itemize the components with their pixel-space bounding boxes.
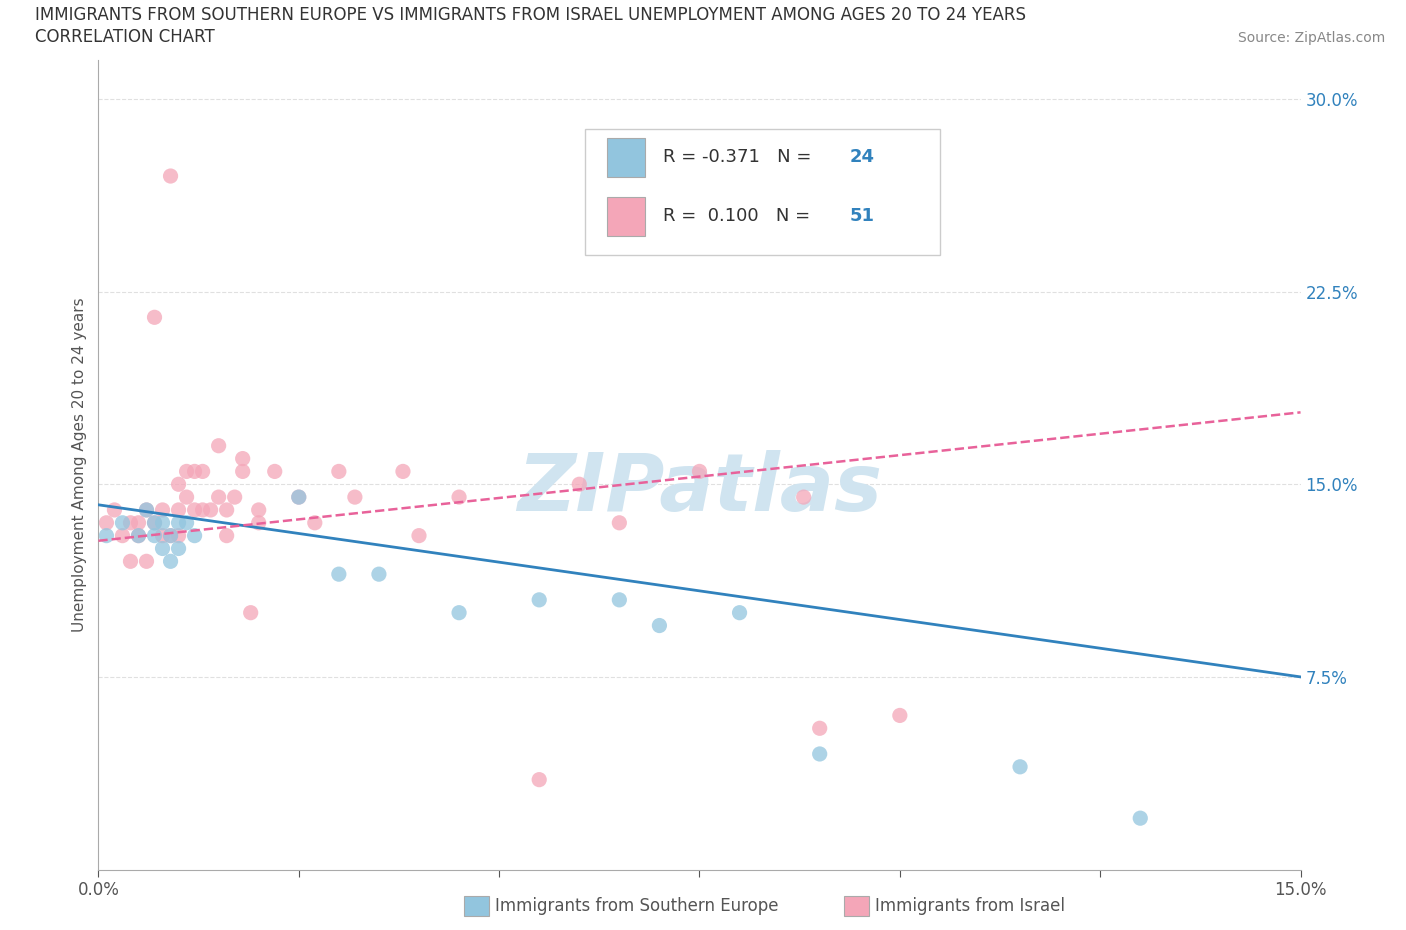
Text: Immigrants from Southern Europe: Immigrants from Southern Europe — [495, 897, 779, 915]
Point — [167, 528, 190, 543]
Point — [247, 515, 270, 530]
Point — [167, 541, 190, 556]
Point — [288, 490, 311, 505]
Point — [159, 554, 181, 569]
Point — [633, 220, 655, 235]
Point — [1010, 760, 1032, 775]
Text: CORRELATION CHART: CORRELATION CHART — [35, 28, 215, 46]
Point — [183, 502, 205, 517]
Point — [135, 502, 157, 517]
Point — [263, 464, 285, 479]
Point — [152, 541, 174, 556]
Point — [176, 464, 198, 479]
Point — [232, 464, 254, 479]
Point — [793, 490, 815, 505]
Point — [328, 464, 350, 479]
Point — [159, 168, 181, 183]
Point — [159, 528, 181, 543]
Text: Immigrants from Israel: Immigrants from Israel — [875, 897, 1064, 915]
Point — [111, 515, 134, 530]
Point — [200, 502, 222, 517]
Point — [328, 566, 350, 581]
Point — [120, 515, 142, 530]
Text: ZIPatlas: ZIPatlas — [517, 450, 882, 528]
Point — [208, 490, 231, 505]
Point — [529, 592, 551, 607]
Point — [808, 747, 831, 762]
Point — [135, 502, 157, 517]
Point — [176, 490, 198, 505]
Point — [343, 490, 366, 505]
Point — [368, 566, 391, 581]
Point — [167, 515, 190, 530]
FancyBboxPatch shape — [585, 129, 939, 255]
Point — [529, 772, 551, 787]
Point — [143, 310, 166, 325]
Point — [568, 477, 591, 492]
Point — [183, 528, 205, 543]
Point — [808, 721, 831, 736]
Point — [239, 605, 262, 620]
Point — [120, 554, 142, 569]
Point — [191, 464, 214, 479]
Point — [96, 528, 118, 543]
Point — [224, 490, 246, 505]
Point — [447, 605, 470, 620]
Point — [447, 490, 470, 505]
Point — [143, 515, 166, 530]
Point — [247, 502, 270, 517]
Point — [167, 502, 190, 517]
Point — [128, 515, 150, 530]
Point — [191, 502, 214, 517]
FancyBboxPatch shape — [607, 197, 645, 236]
Point — [288, 490, 311, 505]
Point — [183, 464, 205, 479]
FancyBboxPatch shape — [607, 138, 645, 177]
Point — [152, 515, 174, 530]
Point — [609, 515, 631, 530]
Point — [111, 528, 134, 543]
Point — [889, 708, 911, 723]
Point — [688, 464, 710, 479]
Point — [728, 605, 751, 620]
Point — [408, 528, 430, 543]
Point — [208, 438, 231, 453]
Point — [128, 528, 150, 543]
Point — [128, 528, 150, 543]
Point — [152, 502, 174, 517]
Point — [1129, 811, 1152, 826]
Point — [215, 528, 238, 543]
Text: Source: ZipAtlas.com: Source: ZipAtlas.com — [1237, 31, 1385, 45]
Point — [96, 515, 118, 530]
Point — [609, 592, 631, 607]
Point — [392, 464, 415, 479]
Point — [143, 515, 166, 530]
Text: R =  0.100   N =: R = 0.100 N = — [664, 207, 817, 225]
Point — [167, 477, 190, 492]
Point — [304, 515, 326, 530]
Point — [152, 528, 174, 543]
Point — [135, 554, 157, 569]
Point — [232, 451, 254, 466]
Text: 51: 51 — [849, 207, 875, 225]
Point — [143, 528, 166, 543]
Text: 24: 24 — [849, 149, 875, 166]
Point — [648, 618, 671, 633]
Point — [103, 502, 125, 517]
Point — [215, 502, 238, 517]
Point — [159, 528, 181, 543]
Point — [176, 515, 198, 530]
Text: R = -0.371   N =: R = -0.371 N = — [664, 149, 817, 166]
Y-axis label: Unemployment Among Ages 20 to 24 years: Unemployment Among Ages 20 to 24 years — [72, 298, 87, 632]
Text: IMMIGRANTS FROM SOUTHERN EUROPE VS IMMIGRANTS FROM ISRAEL UNEMPLOYMENT AMONG AGE: IMMIGRANTS FROM SOUTHERN EUROPE VS IMMIG… — [35, 7, 1026, 24]
